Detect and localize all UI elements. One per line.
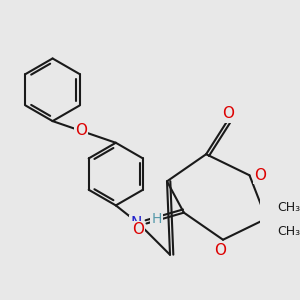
Text: CH₃: CH₃	[277, 225, 300, 239]
Text: N: N	[130, 216, 142, 231]
Text: O: O	[222, 106, 234, 122]
Text: O: O	[254, 168, 266, 183]
Text: H: H	[152, 212, 162, 226]
Text: O: O	[214, 243, 226, 258]
Text: O: O	[132, 222, 144, 237]
Text: CH₃: CH₃	[277, 201, 300, 214]
Text: O: O	[75, 123, 87, 138]
